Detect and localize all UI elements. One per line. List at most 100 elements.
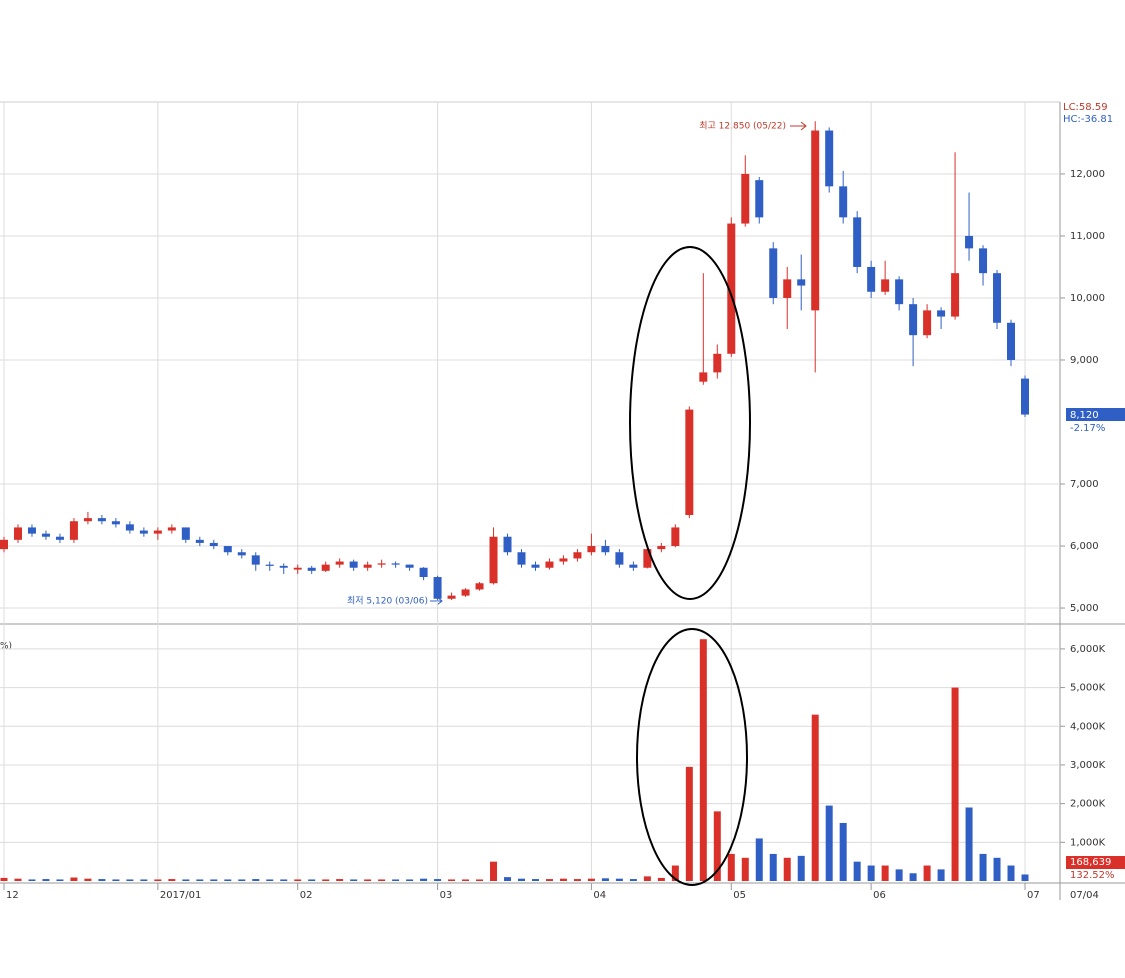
volume-bar: [280, 879, 288, 881]
candle-body: [55, 536, 64, 540]
candle-body: [447, 595, 456, 599]
candle-body: [335, 561, 344, 565]
volume-bar: [839, 822, 847, 881]
y-tick-label: 5,000: [1070, 603, 1099, 614]
last-price-box: [1066, 408, 1125, 421]
last-volume-box: [1066, 856, 1125, 869]
candle-body: [125, 524, 134, 531]
x-tick-label: 03: [440, 890, 453, 901]
indicator-label: HC:-36.81: [1063, 114, 1113, 125]
candle-body: [0, 539, 8, 550]
volume-bar: [154, 879, 162, 881]
volume-bar: [1021, 874, 1029, 881]
candle-body: [251, 555, 260, 565]
candle-body: [699, 372, 708, 382]
candle-body: [545, 561, 554, 568]
volume-bar: [671, 865, 679, 881]
candle-body: [279, 565, 288, 568]
volume-bar: [308, 879, 316, 881]
candle-body: [783, 279, 792, 298]
y-tick-label: 1,000K: [1070, 837, 1106, 848]
candle-body: [69, 521, 78, 540]
volume-bar: [965, 807, 973, 881]
x-tick-label: 02: [300, 890, 313, 901]
candle-body: [475, 583, 484, 590]
indicator-label: LC:58.59: [1063, 102, 1108, 113]
candle-body: [937, 310, 946, 317]
volume-bar: [406, 879, 414, 881]
volume-bar: [1007, 865, 1015, 881]
volume-bar: [825, 805, 833, 881]
y-tick-label: 6,000K: [1070, 644, 1106, 655]
volume-bar: [769, 853, 777, 881]
volume-bar: [993, 857, 1001, 881]
candle-body: [405, 564, 414, 568]
candle-body: [363, 564, 372, 568]
candle-body: [979, 248, 988, 274]
candle-body: [657, 546, 666, 550]
candle-body: [195, 539, 204, 543]
volume-bar: [741, 857, 749, 881]
candle-body: [853, 217, 862, 267]
volume-bar: [755, 838, 763, 881]
volume-bar: [448, 879, 456, 881]
candle-body: [587, 546, 596, 553]
volume-bar: [909, 873, 917, 881]
candle-body: [307, 567, 316, 571]
volume-bar: [811, 714, 819, 881]
candle-body: [13, 527, 22, 540]
highlight-ellipse: [636, 628, 748, 886]
volume-bar: [112, 879, 120, 881]
volume-bar: [462, 879, 470, 881]
high-arrow: [790, 121, 807, 131]
volume-bar: [392, 879, 400, 881]
y-tick-label: 3,000K: [1070, 760, 1106, 771]
last-price-label: 8,120: [1070, 410, 1099, 421]
candle-body: [993, 273, 1002, 323]
volume-bar: [937, 869, 945, 881]
candle-body: [83, 518, 92, 522]
y-tick-label: 9,000: [1070, 355, 1099, 366]
x-tick-label: 2017/01: [160, 890, 202, 901]
candle-body: [461, 589, 470, 596]
highlight-ellipse: [629, 246, 751, 600]
candle-body: [601, 546, 610, 553]
volume-bar: [587, 878, 595, 881]
candle-body: [643, 549, 652, 568]
low-note: 최저 5,120 (03/06): [347, 596, 428, 607]
candle-body: [629, 564, 638, 568]
volume-change-label: 132.52%: [1070, 870, 1115, 881]
candle-body: [727, 223, 736, 354]
x-tick-label: 12: [6, 890, 19, 901]
y-tick-label: 10,000: [1070, 293, 1105, 304]
candle-body: [1021, 378, 1029, 415]
candle-body: [377, 563, 386, 565]
volume-bar: [979, 853, 987, 881]
volume-bar: [545, 879, 553, 881]
volume-bar: [951, 687, 959, 881]
candle-body: [923, 310, 932, 336]
volume-bar: [70, 877, 78, 881]
volume-bar: [56, 879, 64, 881]
candle-body: [685, 409, 694, 516]
candle-body: [671, 527, 680, 547]
volume-bar: [322, 879, 330, 881]
volume-bar: [699, 639, 707, 881]
x-tick-label: 06: [873, 890, 886, 901]
change-label: -2.17%: [1070, 423, 1105, 434]
volume-bar: [378, 879, 386, 881]
candle-body: [223, 546, 232, 553]
y-tick-label: 12,000: [1070, 169, 1105, 180]
y-tick-label: 7,000: [1070, 479, 1099, 490]
y-tick-label: 5,000K: [1070, 683, 1106, 694]
volume-bar: [797, 855, 805, 881]
candle-body: [755, 180, 764, 218]
date-label: 07/04: [1070, 890, 1099, 901]
candle-body: [111, 521, 120, 525]
y-tick-label: 4,000K: [1070, 721, 1106, 732]
volume-bar: [350, 879, 358, 881]
candle-body: [167, 527, 176, 531]
volume-bar: [713, 811, 721, 881]
candle-body: [797, 279, 806, 286]
